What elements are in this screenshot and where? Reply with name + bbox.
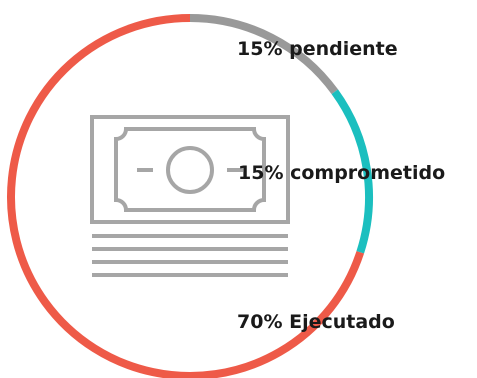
slice-label-ejecutado: 70% Ejecutado [237,311,395,333]
banknote-inner-frame [114,127,266,212]
donut-slice-1 [189,14,339,95]
slice-label-comprometido: 15% comprometido [238,162,446,184]
donut-ring [7,14,373,378]
donut-slice-2 [331,89,373,254]
banknote-stack-icon [90,115,290,277]
donut-slice-3 [7,14,365,378]
banknote-coin [166,146,214,194]
slice-label-pendiente: 15% pendiente [237,38,398,60]
banknote-outer-frame [90,115,290,224]
